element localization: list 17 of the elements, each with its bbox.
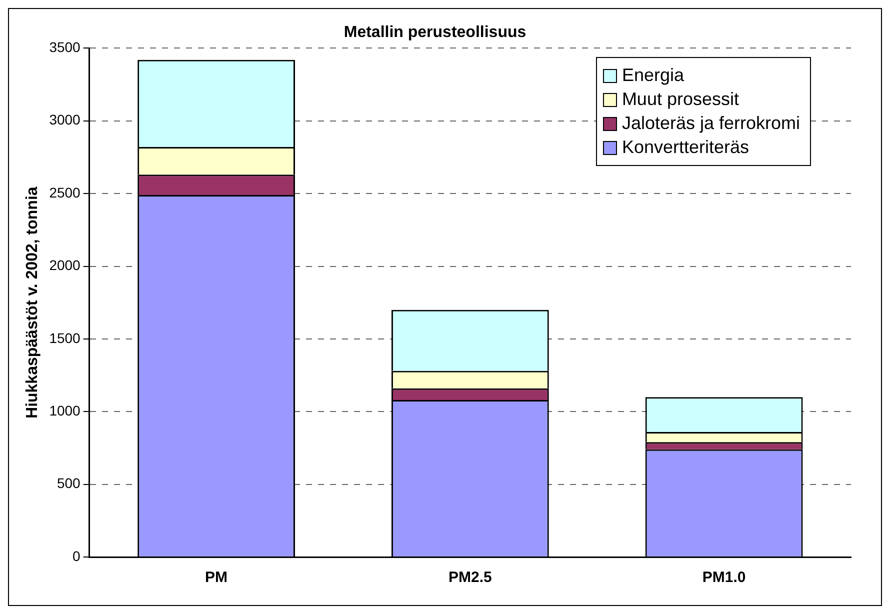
y-tick-label: 1500	[49, 330, 81, 346]
legend-label: Konvertteriteräs	[622, 137, 749, 158]
legend-label: Energia	[622, 65, 684, 86]
legend-label: Muut prosessit	[622, 89, 739, 110]
y-axis-title: Hiukkaspäästöt v. 2002, tonnia	[24, 186, 42, 418]
chart-title: Metallin perusteollisuus	[344, 24, 526, 42]
legend-label: Jaloteräs ja ferrokromi	[622, 113, 800, 134]
y-tick-label: 2500	[49, 184, 81, 200]
y-tick-label: 3000	[49, 112, 81, 128]
y-tick-label: 500	[56, 475, 81, 492]
y-tick-label: 2000	[49, 257, 81, 274]
x-tick-label: PM1.0	[702, 569, 746, 586]
x-tick-label: PM	[205, 569, 228, 586]
y-tick-label: 1000	[49, 402, 81, 418]
x-tick-label: PM2.5	[448, 569, 492, 586]
y-tick-label: 0	[72, 548, 81, 564]
y-tick-label: 3500	[49, 39, 81, 56]
